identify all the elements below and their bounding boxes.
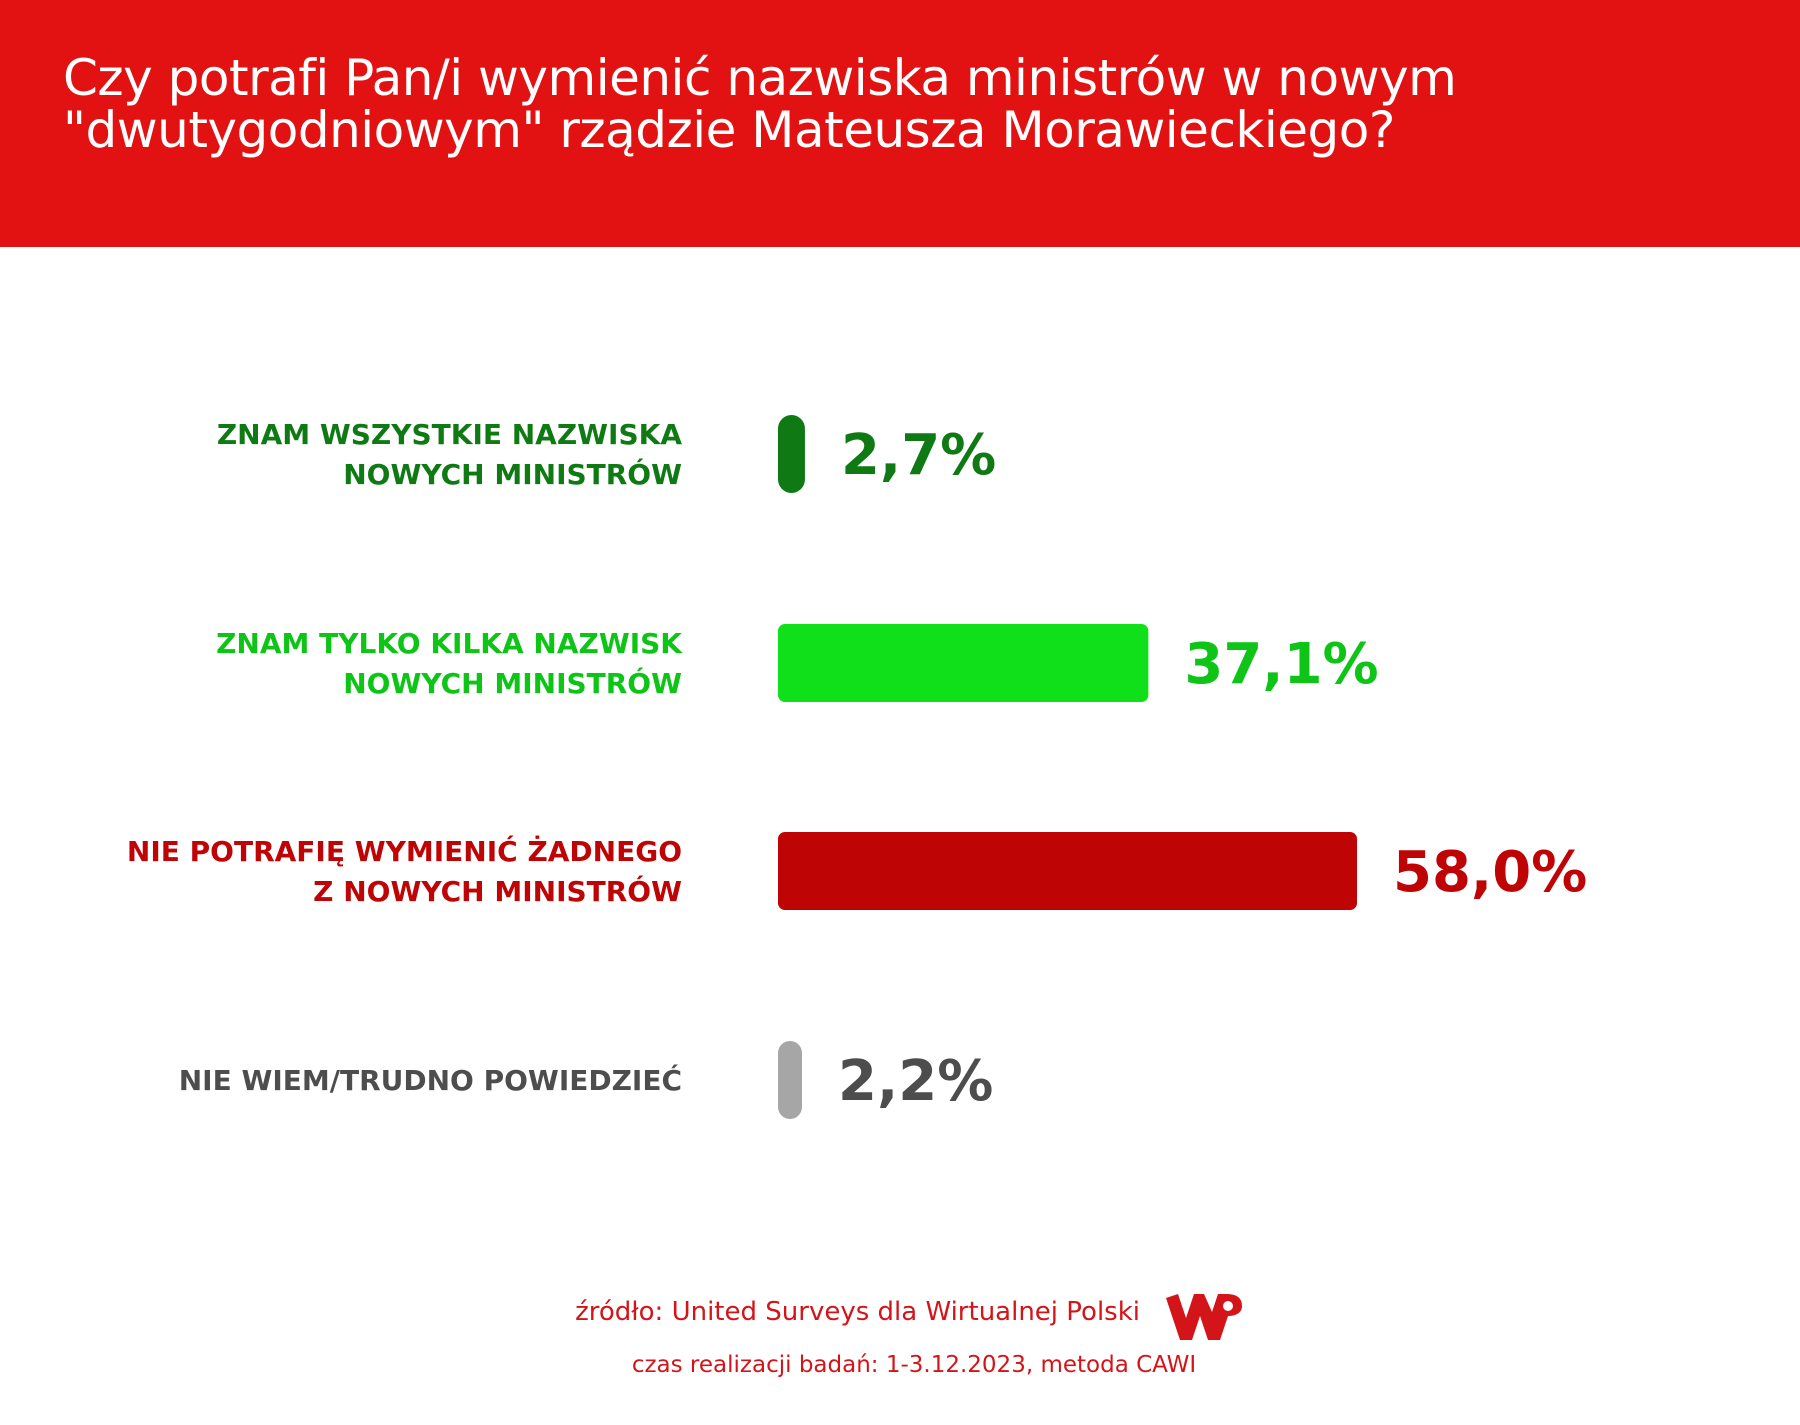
category-label-line: NOWYCH MINISTRÓW xyxy=(343,666,682,700)
bar-chart: ZNAM WSZYSTKIE NAZWISKA NOWYCH MINISTRÓW 2… xyxy=(127,415,1587,1119)
value-label-nie-potrafie-wymienic-zadnego: 58,0% xyxy=(1393,840,1587,905)
title-line-2: "dwutygodniowym" rządzie Mateusza Morawi… xyxy=(63,101,1395,159)
bar-znam-tylko-kilka-nazwisk xyxy=(778,624,1149,702)
category-label-line: NIE POTRAFIĘ WYMIENIĆ ŻADNEGO xyxy=(127,834,682,868)
source-note: źródło: United Surveys dla Wirtualnej Po… xyxy=(575,1297,1140,1327)
category-label-nie-wiem-trudno-powiedziec: NIE WIEM/TRUDNO POWIEDZIEĆ xyxy=(179,1063,682,1097)
value-label-znam-tylko-kilka-nazwisk: 37,1% xyxy=(1184,632,1378,697)
category-label-znam-wszystkie-nazwiska: ZNAM WSZYSTKIE NAZWISKA NOWYCH MINISTRÓW xyxy=(217,418,682,491)
chart-title: Czy potrafi Pan/i wymienić nazwiska mini… xyxy=(63,52,1763,156)
survey-date-note: czas realizacji badań: 1-3.12.2023, meto… xyxy=(631,1352,1197,1378)
bar-nie-potrafie-wymienic-zadnego xyxy=(778,832,1357,910)
wp-logo xyxy=(1166,1294,1242,1340)
bar-nie-wiem-trudno-powiedziec xyxy=(778,1041,802,1119)
category-label-nie-potrafie-wymienic-zadnego: NIE POTRAFIĘ WYMIENIĆ ŻADNEGO Z NOWYCH MI… xyxy=(127,834,682,908)
value-label-znam-wszystkie-nazwiska: 2,7% xyxy=(841,423,996,488)
category-label-line: ZNAM WSZYSTKIE NAZWISKA xyxy=(217,418,682,451)
header-banner: Czy potrafi Pan/i wymienić nazwiska mini… xyxy=(0,0,1800,247)
category-label-line: ZNAM TYLKO KILKA NAZWISK xyxy=(216,627,683,660)
category-label-line: NOWYCH MINISTRÓW xyxy=(343,457,682,491)
category-label-znam-tylko-kilka-nazwisk: ZNAM TYLKO KILKA NAZWISK NOWYCH MINISTRÓW xyxy=(216,627,683,700)
category-label-line: Z NOWYCH MINISTRÓW xyxy=(313,874,682,908)
category-label-line: NIE WIEM/TRUDNO POWIEDZIEĆ xyxy=(179,1063,682,1097)
bar-znam-wszystkie-nazwiska xyxy=(778,415,805,493)
title-line-1: Czy potrafi Pan/i wymienić nazwiska mini… xyxy=(63,49,1457,107)
value-label-nie-wiem-trudno-powiedziec: 2,2% xyxy=(838,1049,993,1114)
